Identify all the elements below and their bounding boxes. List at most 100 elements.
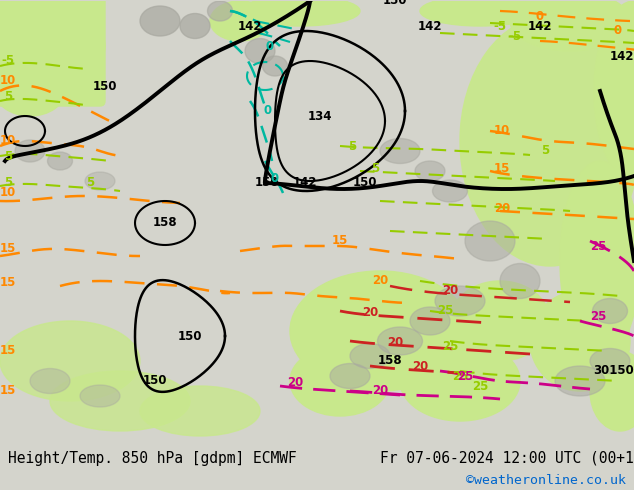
Text: 5: 5 [4,90,12,102]
Text: 20: 20 [412,360,428,372]
Ellipse shape [560,161,634,361]
Ellipse shape [605,11,634,91]
Ellipse shape [207,1,233,21]
Ellipse shape [30,368,70,393]
Text: 134: 134 [307,109,332,122]
Text: 10: 10 [0,134,16,147]
Text: 15: 15 [332,235,348,247]
Ellipse shape [140,386,260,436]
Text: 142: 142 [418,20,443,32]
Text: 0: 0 [264,104,272,118]
Ellipse shape [330,364,370,389]
Ellipse shape [510,0,630,51]
Ellipse shape [240,0,360,26]
Ellipse shape [400,341,520,421]
Text: 5: 5 [4,176,12,190]
Text: 158: 158 [378,354,403,368]
Ellipse shape [290,346,390,416]
Text: 142: 142 [610,49,634,63]
Text: 150: 150 [93,79,117,93]
Text: 0: 0 [266,40,274,52]
Ellipse shape [415,161,445,181]
Ellipse shape [460,16,634,266]
Text: 150: 150 [178,329,202,343]
Ellipse shape [377,327,422,355]
Text: 142: 142 [293,176,317,190]
Ellipse shape [350,343,390,368]
Text: 142: 142 [238,20,262,32]
Ellipse shape [290,271,470,391]
Text: 25: 25 [590,310,606,322]
Text: 25: 25 [452,369,468,383]
FancyBboxPatch shape [0,0,105,106]
Text: 15: 15 [0,385,16,397]
Text: 5: 5 [541,145,549,157]
Ellipse shape [590,351,634,431]
Ellipse shape [530,291,630,391]
Text: 10: 10 [0,74,16,88]
Ellipse shape [0,11,105,81]
Ellipse shape [15,140,45,162]
Ellipse shape [50,371,190,431]
Text: 15: 15 [0,344,16,358]
Text: ©weatheronline.co.uk: ©weatheronline.co.uk [466,473,626,487]
Text: 150: 150 [353,176,377,190]
Text: 25: 25 [457,369,473,383]
Ellipse shape [435,286,485,316]
Text: 5: 5 [348,140,356,152]
Text: -5: -5 [493,20,507,32]
Text: Height/Temp. 850 hPa [gdpm] ECMWF: Height/Temp. 850 hPa [gdpm] ECMWF [8,450,297,465]
Ellipse shape [432,180,467,202]
Ellipse shape [48,152,72,170]
Text: 0: 0 [536,9,544,23]
Text: 20: 20 [494,202,510,216]
Text: 150: 150 [143,374,167,388]
Ellipse shape [450,281,550,361]
Ellipse shape [593,298,628,323]
Ellipse shape [0,66,65,116]
Text: 25: 25 [472,379,488,392]
Text: -5: -5 [1,54,15,68]
Text: 10: 10 [0,187,16,199]
Ellipse shape [80,385,120,407]
Ellipse shape [410,307,450,335]
Ellipse shape [140,6,180,36]
Text: 25: 25 [437,304,453,318]
Ellipse shape [555,366,605,396]
Text: 30150: 30150 [593,365,634,377]
Text: 150: 150 [383,0,407,7]
Text: 25: 25 [442,340,458,352]
Ellipse shape [594,1,634,181]
Ellipse shape [465,221,515,261]
Text: 0: 0 [271,172,279,186]
Ellipse shape [245,39,275,64]
Text: 20: 20 [362,307,378,319]
Ellipse shape [590,348,630,373]
Text: -5: -5 [508,29,522,43]
Text: 0: 0 [614,24,622,38]
Text: 20: 20 [442,285,458,297]
Ellipse shape [420,0,540,26]
Text: 20: 20 [372,385,388,397]
Ellipse shape [380,139,420,164]
Text: Fr 07-06-2024 12:00 UTC (00+12): Fr 07-06-2024 12:00 UTC (00+12) [380,450,634,465]
Ellipse shape [262,56,287,76]
Text: 15: 15 [0,276,16,290]
Text: 25: 25 [590,240,606,252]
Text: 20: 20 [372,274,388,288]
Ellipse shape [210,1,270,41]
Text: 142: 142 [527,20,552,32]
Text: 20: 20 [387,337,403,349]
Text: 10: 10 [494,124,510,138]
Text: 15: 15 [494,163,510,175]
Text: 15: 15 [0,243,16,255]
Ellipse shape [500,264,540,298]
Text: 20: 20 [287,376,303,390]
Ellipse shape [0,321,140,401]
Text: 150: 150 [255,176,279,190]
Ellipse shape [180,14,210,39]
Text: 158: 158 [153,217,178,229]
Text: 5: 5 [4,149,12,163]
Ellipse shape [85,172,115,190]
Text: 5: 5 [86,176,94,190]
